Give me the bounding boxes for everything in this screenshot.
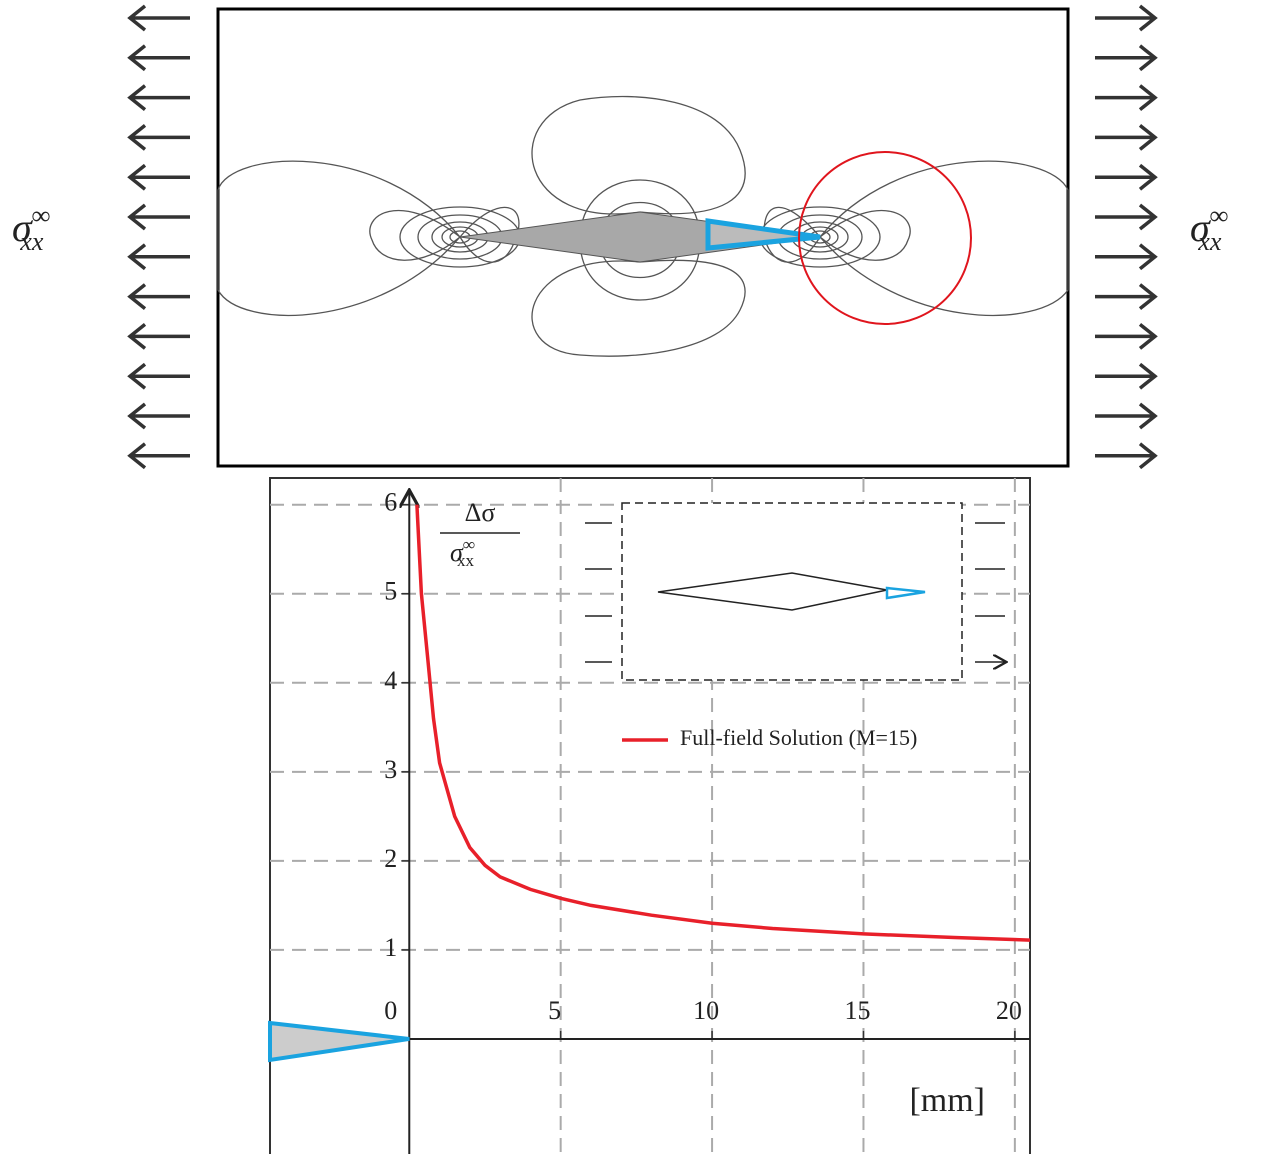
arrow [130, 205, 190, 229]
y-tick-label: 6 [384, 488, 397, 517]
plate-diagram [218, 9, 1068, 466]
x-axis-label: [mm] [909, 1082, 985, 1119]
x-tick-label: 15 [844, 996, 870, 1025]
arrow [130, 404, 190, 428]
arrow [1095, 285, 1155, 309]
arrow [1095, 165, 1155, 189]
arrow [1095, 364, 1155, 388]
superscript: ∞ [32, 201, 51, 230]
arrow [130, 324, 190, 348]
inset-diagram [585, 503, 1005, 680]
subscript: xx [457, 551, 475, 570]
arrow [130, 165, 190, 189]
arrow [130, 46, 190, 70]
y-label-denominator: σ∞xx [450, 535, 475, 570]
arrow [1095, 125, 1155, 149]
legend-label: Full-field Solution (M=15) [680, 725, 917, 750]
arrow [130, 285, 190, 309]
arrow [130, 6, 190, 30]
y-tick-label: 3 [384, 755, 397, 784]
load-label-left: σ∞xx [12, 201, 50, 256]
crack-tip [270, 1023, 409, 1060]
superscript: ∞ [1210, 201, 1229, 230]
y-tick-label: 5 [384, 577, 397, 606]
arrow [130, 86, 190, 110]
arrow [130, 245, 190, 269]
load-label-right: σ∞xx [1190, 201, 1228, 256]
subscript: xx [1197, 227, 1222, 256]
x-tick-label: 10 [693, 996, 719, 1025]
x-tick-label: 5 [548, 996, 561, 1025]
arrow [130, 125, 190, 149]
arrow [130, 364, 190, 388]
y-label-numerator: Δσ [465, 498, 496, 527]
arrow [1095, 444, 1155, 468]
x-tick-label: 20 [996, 996, 1022, 1025]
y-tick-label: 0 [384, 996, 397, 1025]
page: σ∞xx σ∞xx 0 1 2 3 4 5 6 5 10 15 20 Δσ σ∞xx [mm] Fu… [0, 0, 1267, 1154]
y-tick-label: 1 [384, 933, 397, 962]
y-tick-label: 2 [384, 844, 397, 873]
arrow [1095, 245, 1155, 269]
arrow [1095, 205, 1155, 229]
arrow [130, 444, 190, 468]
figure: σ∞xx σ∞xx 0 1 2 3 4 5 6 5 10 15 20 Δσ σ∞xx [mm] Fu… [0, 0, 1267, 1154]
arrow [1095, 46, 1155, 70]
arrow [1095, 324, 1155, 348]
arrow [1095, 86, 1155, 110]
arrow [1095, 404, 1155, 428]
y-tick-label: 4 [384, 666, 397, 695]
subscript: xx [19, 227, 44, 256]
arrow [1095, 6, 1155, 30]
